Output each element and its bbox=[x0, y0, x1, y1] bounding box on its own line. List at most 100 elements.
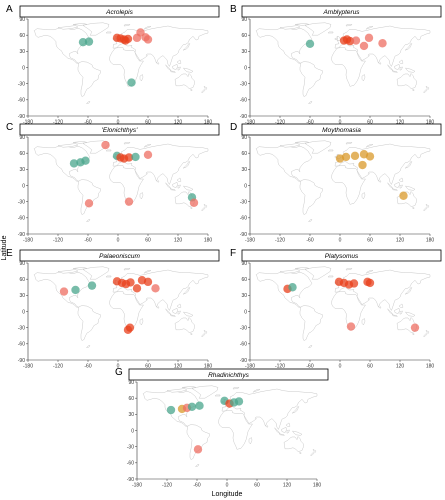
occurrence-point bbox=[84, 199, 94, 208]
y-tick-label: -90 bbox=[240, 358, 247, 364]
y-tick-label: 30 bbox=[19, 167, 25, 173]
occurrence-point bbox=[124, 153, 134, 162]
occurrence-point bbox=[132, 284, 142, 293]
y-tick-label: -30 bbox=[18, 81, 25, 87]
y-tick-label: 30 bbox=[19, 49, 25, 55]
x-tick-label: 0 bbox=[117, 238, 120, 244]
y-tick-label: 30 bbox=[241, 167, 247, 173]
x-tick-label: -180 bbox=[23, 238, 33, 244]
occurrence-point bbox=[127, 78, 136, 87]
y-tick-label: 60 bbox=[241, 151, 247, 157]
world-map bbox=[255, 140, 431, 222]
panel-letter: F bbox=[230, 248, 236, 259]
occurrence-point bbox=[350, 151, 360, 161]
x-tick-label: -180 bbox=[245, 120, 255, 126]
x-tick-label: 60 bbox=[367, 238, 373, 244]
world-map bbox=[33, 140, 209, 222]
x-tick-label: 120 bbox=[174, 364, 183, 370]
facet-title: 'Elonichthys' bbox=[102, 127, 138, 134]
x-tick-label: -180 bbox=[132, 483, 142, 489]
y-tick-label: 90 bbox=[241, 135, 247, 141]
x-tick-label: -180 bbox=[23, 364, 33, 370]
y-tick-label: 90 bbox=[19, 17, 25, 23]
occurrence-point bbox=[345, 36, 355, 46]
occurrence-point bbox=[305, 39, 315, 48]
x-tick-label: 180 bbox=[426, 238, 435, 244]
occurrence-point bbox=[166, 405, 176, 415]
y-tick-label: -60 bbox=[18, 98, 25, 104]
facet-strip bbox=[19, 249, 220, 262]
panel-f: F Platysomus 90 60 30 0 -30 -60 -90-180 -120 -60 0 6… bbox=[230, 248, 442, 370]
y-tick-label: 60 bbox=[19, 33, 25, 39]
y-tick-label: 90 bbox=[128, 380, 134, 386]
occurrence-point bbox=[59, 287, 69, 296]
y-tick-label: 0 bbox=[131, 428, 134, 434]
x-tick-label: -180 bbox=[245, 364, 255, 370]
y-tick-label: -60 bbox=[240, 342, 247, 348]
occurrence-point bbox=[288, 283, 297, 292]
y-tick-label: 60 bbox=[241, 33, 247, 39]
x-tick-label: -120 bbox=[275, 120, 285, 126]
y-tick-label: 60 bbox=[19, 277, 25, 283]
y-tick-label: 30 bbox=[128, 412, 134, 418]
y-tick-label: 90 bbox=[241, 261, 247, 267]
x-tick-label: -120 bbox=[275, 364, 285, 370]
x-tick-label: 0 bbox=[117, 364, 120, 370]
facet-title: Amblypterus bbox=[322, 9, 360, 16]
x-tick-label: 60 bbox=[367, 120, 373, 126]
panel-letter: B bbox=[230, 4, 237, 15]
x-tick-label: -60 bbox=[306, 120, 313, 126]
occurrence-point bbox=[136, 28, 145, 37]
occurrence-point bbox=[187, 402, 197, 411]
y-tick-label: 0 bbox=[22, 65, 25, 71]
facet-strip bbox=[241, 123, 442, 136]
x-tick-label: -120 bbox=[53, 364, 63, 370]
x-tick-label: 120 bbox=[174, 120, 183, 126]
panel-a: A Acrolepis 90 60 30 0 -30 -60 -90-180 -120 -60 0 60… bbox=[6, 4, 220, 126]
y-tick-label: -30 bbox=[240, 199, 247, 205]
occurrence-point bbox=[81, 156, 90, 165]
x-tick-label: -120 bbox=[53, 238, 63, 244]
x-tick-label: 0 bbox=[339, 238, 342, 244]
x-tick-label: 60 bbox=[254, 483, 260, 489]
occurrence-point bbox=[143, 277, 153, 287]
occurrence-point bbox=[71, 285, 80, 295]
panel-letter: A bbox=[6, 4, 13, 15]
panel-b: B Amblypterus 90 60 30 0 -30 -60 -90-180 -120 -60 0… bbox=[230, 4, 442, 126]
x-tick-label: 60 bbox=[145, 364, 151, 370]
panel-letter: D bbox=[230, 122, 237, 133]
x-tick-label: 120 bbox=[174, 238, 183, 244]
y-tick-label: 60 bbox=[128, 396, 134, 402]
y-tick-label: 0 bbox=[22, 309, 25, 315]
latitude-axis-title: Latitude bbox=[1, 235, 8, 260]
x-tick-label: -120 bbox=[275, 238, 285, 244]
occurrence-point bbox=[151, 284, 160, 293]
y-tick-label: 60 bbox=[19, 151, 25, 157]
x-tick-label: -60 bbox=[306, 364, 313, 370]
occurrence-point bbox=[234, 397, 244, 406]
facet-strip bbox=[19, 5, 220, 18]
occurrence-point bbox=[84, 37, 94, 46]
x-tick-label: 120 bbox=[396, 120, 405, 126]
y-tick-label: 0 bbox=[244, 309, 247, 315]
y-tick-label: 90 bbox=[19, 261, 25, 267]
x-tick-label: 180 bbox=[204, 120, 213, 126]
occurrence-point bbox=[124, 197, 134, 206]
y-tick-label: 90 bbox=[241, 17, 247, 23]
x-tick-label: 0 bbox=[226, 483, 229, 489]
y-tick-label: -90 bbox=[18, 114, 25, 120]
y-tick-label: -60 bbox=[127, 461, 134, 467]
x-tick-label: 120 bbox=[396, 364, 405, 370]
panel-letter: C bbox=[6, 122, 13, 133]
panel-e: E Palaeoniscum 90 60 30 0 -30 -60 -90-180 -120 -60… bbox=[6, 248, 220, 370]
land-shapes bbox=[33, 140, 209, 222]
x-tick-label: 180 bbox=[426, 120, 435, 126]
occurrence-point bbox=[131, 152, 140, 162]
y-tick-label: -30 bbox=[18, 199, 25, 205]
occurrence-point bbox=[349, 279, 359, 288]
occurrence-point bbox=[193, 445, 203, 454]
facet-title: Palaeoniscum bbox=[99, 253, 140, 260]
y-tick-label: -30 bbox=[18, 325, 25, 331]
x-tick-label: 180 bbox=[204, 238, 213, 244]
